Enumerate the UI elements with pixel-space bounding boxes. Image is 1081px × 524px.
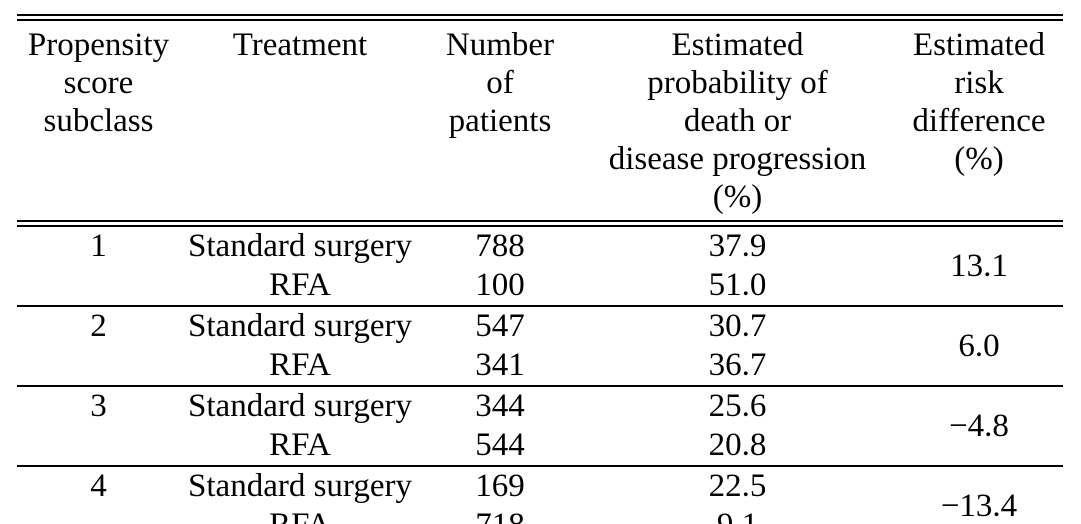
table-row: 1 Standard surgery 788 37.9 13.1 — [17, 224, 1063, 284]
subclass-cell: 4 — [17, 465, 180, 524]
header-label: Number of patients — [445, 27, 555, 139]
patients-cell: 547 — [420, 305, 580, 346]
header-cell-estimated-probability: Estimated probability of death or diseas… — [580, 17, 895, 227]
table-row: 3 Standard surgery 344 25.6 −4.8 — [17, 385, 1063, 466]
patients-cell: 169 — [420, 465, 580, 506]
header-label: Estimated risk difference (%) — [912, 27, 1046, 177]
patients-cell: 344 — [420, 385, 580, 426]
probability-cell: 37.9 — [708, 228, 767, 264]
treatment-cell: RFA — [269, 347, 331, 383]
patients-cell: 544 — [475, 427, 525, 463]
patients-cell: 788 — [475, 228, 525, 264]
probability-cell: 20.8 — [708, 427, 767, 463]
probability-cell: 25.6 — [580, 385, 895, 426]
table-row: RFA 341 36.7 — [17, 346, 1063, 386]
header-cell-number-of-patients: Number of patients — [420, 17, 580, 227]
probability-cell: 9.1 — [580, 506, 895, 524]
subclass-cell: 3 — [17, 385, 180, 466]
probability-cell: 51.0 — [708, 267, 767, 303]
risk-difference-cell: −4.8 — [895, 385, 1063, 466]
subclass-cell: 2 — [17, 305, 180, 386]
risk-difference-cell: −13.4 — [895, 465, 1063, 524]
table-body: 1 Standard surgery 788 37.9 13.1 RFA 100… — [17, 224, 1063, 524]
probability-cell: 22.5 — [580, 465, 895, 506]
risk-difference-cell: 6.0 — [895, 305, 1063, 386]
table-row: RFA 544 20.8 — [17, 426, 1063, 466]
patients-cell: 718 — [420, 506, 580, 524]
patients-cell: 341 — [475, 347, 525, 383]
treatment-cell: RFA — [180, 506, 420, 524]
table-row: RFA 718 9.1 — [17, 506, 1063, 524]
treatment-cell: RFA — [269, 427, 331, 463]
treatment-cell: Standard surgery — [180, 465, 420, 506]
subclass-cell: 1 — [90, 228, 107, 264]
table-row: 4 Standard surgery 169 22.5 −13.4 — [17, 465, 1063, 524]
header-cell-risk-difference: Estimated risk difference (%) — [895, 17, 1063, 227]
header-row: Propensity score subclass Treatment Numb… — [17, 17, 1063, 227]
table-row: RFA 100 51.0 — [17, 266, 1063, 306]
propensity-results-table: Propensity score subclass Treatment Numb… — [17, 14, 1063, 524]
header-label: Treatment — [232, 27, 368, 63]
probability-cell: 36.7 — [708, 347, 767, 383]
table-row: 2 Standard surgery 547 30.7 6.0 — [17, 305, 1063, 386]
patients-cell: 100 — [475, 267, 525, 303]
probability-cell: 30.7 — [580, 305, 895, 346]
header-label: Propensity score subclass — [27, 27, 170, 139]
treatment-cell: Standard surgery — [180, 305, 420, 346]
treatment-cell: Standard surgery — [180, 385, 420, 426]
treatment-cell: Standard surgery — [188, 228, 412, 264]
header-label: Estimated probability of death or diseas… — [608, 27, 867, 215]
header-cell-treatment: Treatment — [180, 17, 420, 227]
table-header: Propensity score subclass Treatment Numb… — [17, 17, 1063, 227]
risk-difference-cell: 13.1 — [950, 247, 1008, 284]
header-cell-propensity-subclass: Propensity score subclass — [17, 17, 180, 227]
treatment-cell: RFA — [269, 267, 331, 303]
